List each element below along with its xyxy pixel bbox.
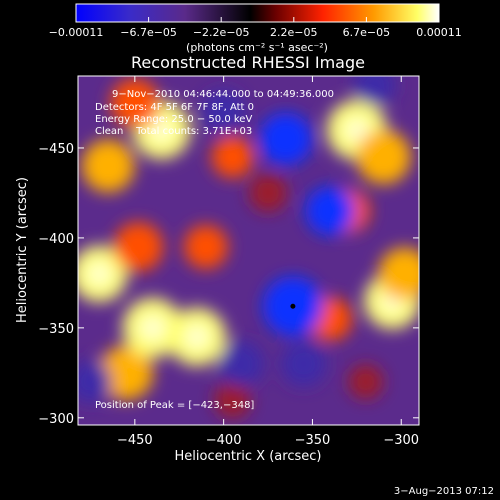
colorbar-tick-label: 6.7e−05 [343, 26, 390, 39]
heatmap-source-13 [378, 247, 419, 301]
heatmap-source-20 [259, 112, 313, 166]
plot-frame [77, 75, 420, 426]
y-axis-label: Heliocentric Y (arcsec) [15, 177, 30, 323]
annotation-time-range: 9−Nov−2010 04:46:44.000 to 04:49:36.000 [112, 89, 334, 100]
colorbar-tick-label: −0.00011 [49, 26, 104, 39]
heatmap-source-24 [353, 76, 396, 106]
annotation-detectors: Detectors: 4F 5F 6F 7F 8F, Att 0 [95, 102, 254, 113]
x-axis-label: Heliocentric X (arcsec) [175, 449, 322, 464]
annotation-clean: Clean Total counts: 3.71E+03 [95, 126, 252, 137]
y-axis-ticks: −300 −350 −400 −450 [38, 142, 419, 427]
heatmap-source-21 [280, 341, 327, 387]
footer-date: 3−Aug−2013 07:12 [394, 486, 494, 497]
heatmap-source-5 [183, 225, 228, 269]
heatmap-source-6 [81, 139, 135, 193]
heatmap-source-18 [348, 364, 384, 400]
colorbar-tick-label: 2.2e−05 [270, 26, 317, 39]
heatmap-source-11 [356, 129, 411, 185]
heatmap-source-16 [248, 173, 288, 213]
heatmap-source-25 [78, 360, 112, 403]
colorbar-tick-label: −2.2e−05 [193, 26, 250, 39]
annotation-energy: Energy Range: 25.0 − 50.0 keV [95, 114, 252, 125]
colorbar-unit-label: (photons cm⁻² s⁻¹ asec⁻²) [186, 41, 328, 54]
y-tick-label: −400 [38, 232, 74, 247]
colorbar-tick-label: 0.00011 [416, 26, 462, 39]
x-axis-ticks: −450 −400 −350 −300 [117, 76, 419, 448]
heatmap-source-8 [110, 78, 160, 128]
heatmap-source-22 [218, 341, 265, 387]
chart-title: Reconstructed RHESSI Image [131, 53, 365, 72]
heatmap-source-0 [98, 345, 154, 401]
heatmap-source-17 [214, 381, 251, 419]
peak-marker [290, 303, 296, 309]
heatmap-core-7 [148, 116, 175, 144]
x-tick-label: −400 [206, 433, 242, 448]
y-tick-label: −450 [38, 142, 74, 157]
x-tick-label: −300 [383, 433, 419, 448]
heatmap-core-2 [183, 323, 211, 350]
x-tick-label: −350 [295, 433, 331, 448]
heatmap-source-26 [201, 90, 246, 134]
colorbar-ticks: −0.00011 −6.7e−05 −2.2e−05 2.2e−05 6.7e−05 0.… [49, 17, 462, 39]
heatmap-source-23 [305, 186, 355, 236]
heatmap-core-10 [343, 116, 371, 144]
heatmap-source-9 [211, 135, 254, 178]
heatmap-image [78, 76, 419, 419]
colorbar [75, 3, 440, 23]
heatmap-source-4 [113, 222, 163, 272]
x-tick-label: −450 [117, 433, 153, 448]
colorbar-tick-label: −6.7e−05 [120, 26, 177, 39]
y-tick-label: −350 [38, 322, 74, 337]
annotation-peak-position: Position of Peak = [−423,−348] [95, 400, 254, 411]
y-tick-label: −300 [38, 412, 74, 427]
heatmap-core-3 [86, 261, 113, 287]
heatmap-core-1 [139, 314, 167, 342]
